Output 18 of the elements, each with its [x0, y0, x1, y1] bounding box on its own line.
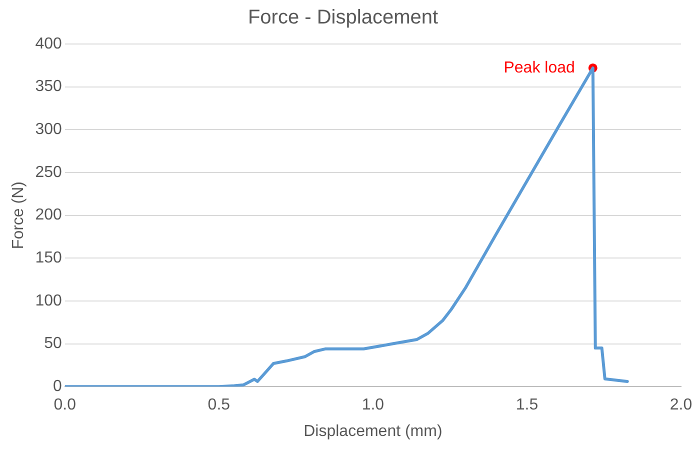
y-tick-label: 250: [35, 164, 62, 181]
y-tick-label: 200: [35, 206, 62, 224]
chart-title: Force - Displacement: [248, 6, 438, 29]
y-axis-title: Force (N): [10, 182, 28, 250]
x-axis-title: Displacement (mm): [304, 422, 442, 440]
x-tick-label: 1.5: [516, 396, 538, 414]
x-tick-label: 1.0: [362, 396, 384, 414]
y-tick-label: 50: [44, 335, 62, 352]
x-tick-label: 2.0: [670, 396, 692, 414]
y-tick-label: 350: [35, 78, 62, 96]
y-tick-label: 400: [35, 35, 62, 52]
y-tick-label: 100: [35, 292, 62, 310]
x-tick-label: 0.0: [54, 396, 76, 414]
y-tick-label: 150: [35, 250, 62, 267]
x-tick-label: 0.5: [208, 396, 230, 414]
y-tick-label: 300: [35, 121, 62, 138]
y-tick-label: 0: [52, 378, 62, 396]
annotation: Peak load: [504, 59, 575, 76]
